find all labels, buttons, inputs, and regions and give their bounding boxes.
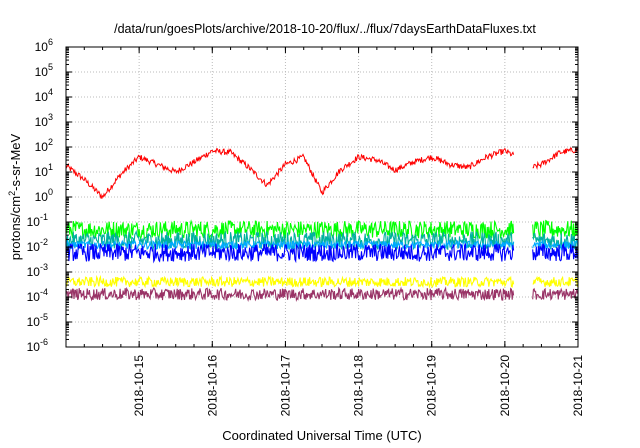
- y-tick-label: 10-4: [27, 287, 48, 304]
- y-tick-label: 10-1: [27, 212, 48, 229]
- x-tick-label: 2018-10-16: [205, 355, 219, 417]
- x-tick-label: 2018-10-19: [425, 355, 439, 417]
- y-axis-ticks: 10-6 10-5 10-4 10-3 10-2 10-1 100 101 102 103 104 1…: [27, 37, 578, 354]
- y-label-rest: -s-sr-MeV: [8, 133, 23, 190]
- x-axis-label: Coordinated Universal Time (UTC): [222, 428, 421, 443]
- series-line: [65, 274, 579, 290]
- x-axis-ticks: 2018-10-15 2018-10-16 2018-10-17 2018-10-18…: [65, 47, 585, 417]
- x-tick-label: 2018-10-18: [352, 355, 366, 417]
- grid-lines: [66, 47, 578, 347]
- y-tick-label: 101: [35, 162, 53, 179]
- y-tick-label: 105: [35, 62, 53, 79]
- series-line: [65, 286, 579, 303]
- y-tick-label: 102: [35, 137, 53, 154]
- y-tick-label: 10-3: [27, 262, 48, 279]
- y-label-base: protons/cm: [8, 196, 23, 260]
- y-tick-label: 10-6: [27, 337, 48, 354]
- chart-title: /data/run/goesPlots/archive/2018-10-20/f…: [114, 22, 536, 36]
- y-tick-label: 10-5: [27, 312, 48, 329]
- data-series-layer: [65, 146, 579, 303]
- y-tick-label: 100: [35, 187, 53, 204]
- y-tick-label: 106: [35, 37, 53, 54]
- y-tick-label: 104: [35, 87, 53, 104]
- y-tick-label: 10-2: [27, 237, 48, 254]
- x-tick-label: 2018-10-21: [571, 355, 585, 417]
- y-tick-label: 103: [35, 112, 53, 129]
- x-tick-label: 2018-10-17: [278, 355, 292, 417]
- series-line: [65, 146, 579, 200]
- x-tick-label: 2018-10-15: [132, 355, 146, 417]
- series-line: [65, 242, 579, 264]
- y-axis-label: protons/cm2-s-sr-MeV: [7, 133, 23, 260]
- y-label-sup: 2: [7, 191, 17, 196]
- x-tick-label: 2018-10-20: [498, 355, 512, 417]
